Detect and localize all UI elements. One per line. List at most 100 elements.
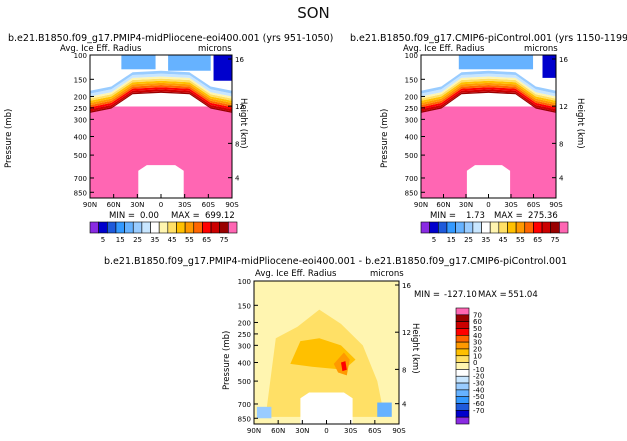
p1-y-tick-label: 200 bbox=[74, 93, 87, 101]
p1-band-9 bbox=[90, 70, 232, 94]
p3-blue-patch-right bbox=[377, 402, 392, 417]
panel-2-min-value: 1.73 bbox=[466, 211, 485, 221]
p2-y-tick-label: 400 bbox=[405, 134, 418, 142]
p1-top-left-blank bbox=[90, 55, 122, 80]
p1-colorbar-cell bbox=[89, 221, 99, 234]
panel-3-max-value: 551.04 bbox=[508, 290, 538, 300]
p1-colorbar-cell bbox=[124, 221, 134, 234]
p2-band-4 bbox=[421, 82, 556, 106]
panel-1-max-value: 699.12 bbox=[205, 211, 235, 221]
p1-right-tick-label: 4 bbox=[235, 175, 240, 183]
p3-colorbar-cell bbox=[455, 389, 470, 398]
p3-colorbar-label: -40 bbox=[473, 386, 484, 394]
p2-y-tick-label: 500 bbox=[405, 152, 418, 160]
p2-band-3 bbox=[421, 85, 556, 108]
p2-band-2 bbox=[421, 87, 556, 110]
p3-colorbar-cell bbox=[455, 355, 470, 363]
p3-colorbar-cell bbox=[455, 396, 470, 404]
p3-red-core bbox=[341, 361, 347, 372]
p3-y-tick-label: 200 bbox=[238, 319, 251, 327]
p1-colorbar-cell bbox=[150, 221, 160, 234]
p1-colorbar-cell bbox=[184, 221, 195, 234]
p2-colorbar-cell bbox=[507, 221, 517, 234]
p1-colorbar-label: 75 bbox=[220, 236, 229, 244]
p1-colorbar-label: 45 bbox=[168, 236, 177, 244]
p3-colorbar-cell bbox=[455, 314, 470, 322]
p1-y-tick-label: 400 bbox=[74, 134, 87, 142]
p1-colorbar-cell bbox=[141, 221, 151, 234]
p1-y-tick-label: 850 bbox=[74, 189, 87, 197]
p2-colorbar-cell bbox=[559, 221, 569, 234]
p3-colorbar-cell bbox=[455, 341, 470, 350]
p3-colorbar-label: -30 bbox=[473, 380, 484, 388]
p2-x-tick-label: 0 bbox=[486, 201, 490, 209]
p1-band-1 bbox=[90, 89, 232, 112]
p2-upper-dark-blue bbox=[542, 55, 556, 78]
p1-colorbar-cell bbox=[167, 221, 177, 234]
p3-blue-patch-left bbox=[256, 406, 272, 419]
p3-colorbar-label: 50 bbox=[473, 325, 482, 333]
p3-colorbar-label: -60 bbox=[473, 400, 484, 408]
p3-colorbar-label: 70 bbox=[473, 311, 482, 319]
p2-colorbar-cell bbox=[498, 221, 508, 234]
panel-3-min-value: -127.10 bbox=[444, 290, 477, 300]
p2-colorbar-cell bbox=[533, 221, 543, 234]
p3-y-tick-label: 500 bbox=[238, 378, 251, 386]
p1-band-6 bbox=[90, 78, 232, 101]
p1-colorbar-label: 15 bbox=[116, 236, 125, 244]
p2-band-5 bbox=[421, 80, 556, 103]
p1-x-tick-label: 90N bbox=[83, 201, 97, 209]
p2-colorbar-cell bbox=[429, 221, 439, 234]
p1-topography-mask bbox=[138, 165, 184, 198]
p1-colorbar-cell bbox=[219, 221, 229, 234]
p2-colorbar-cell bbox=[515, 221, 526, 234]
p2-y-tick-label: 700 bbox=[405, 175, 418, 183]
p1-colorbar-label: 55 bbox=[185, 236, 194, 244]
p3-colorbar-label: 20 bbox=[473, 345, 482, 353]
p1-upper-dark-blue bbox=[213, 55, 232, 81]
p2-y-tick-label: 300 bbox=[405, 116, 418, 124]
p3-x-tick-label: 60N bbox=[271, 427, 285, 435]
p2-y-tick-label: 250 bbox=[405, 105, 418, 113]
p2-band-6 bbox=[421, 78, 556, 101]
p1-x-tick-label: 90S bbox=[225, 201, 239, 209]
p3-colorbar-label: -50 bbox=[473, 393, 484, 401]
p2-band-9 bbox=[421, 70, 556, 94]
panel-2-max-label: MAX = bbox=[494, 211, 523, 221]
p1-y-tick-label: 700 bbox=[74, 175, 87, 183]
panel-1-units-label: microns bbox=[198, 44, 232, 54]
p1-band-5 bbox=[90, 80, 232, 103]
panel-1-title: b.e21.B1850.f09_g17.PMIP4-midPliocene-eo… bbox=[8, 33, 334, 44]
p1-colorbar-cell bbox=[115, 221, 125, 234]
p2-x-tick-label: 30S bbox=[504, 201, 518, 209]
p2-colorbar-cell bbox=[524, 221, 534, 234]
p2-right-tick-label: 4 bbox=[559, 175, 564, 183]
p1-band-4 bbox=[90, 82, 232, 106]
p3-colorbar-cell bbox=[455, 334, 470, 343]
p2-colorbar-cell bbox=[541, 221, 552, 234]
p1-y-tick-label: 300 bbox=[74, 116, 87, 124]
p3-y-tick-label: 150 bbox=[238, 302, 251, 310]
panel-1-max-label: MAX = bbox=[171, 211, 200, 221]
p3-colorbar-label: 0 bbox=[473, 359, 477, 367]
p3-colorbar-cell bbox=[455, 410, 470, 418]
p3-y-tick-label: 300 bbox=[238, 342, 251, 350]
p1-band-8 bbox=[90, 73, 232, 97]
p3-colorbar-label: -20 bbox=[473, 373, 484, 381]
p2-colorbar-cell bbox=[437, 221, 448, 234]
p1-y-tick-label: 150 bbox=[74, 76, 87, 84]
p1-x-tick-label: 30N bbox=[130, 201, 144, 209]
p3-colorbar-label: 60 bbox=[473, 318, 482, 326]
p3-right-tick-label: 4 bbox=[402, 401, 407, 409]
p3-right-tick-label: 12 bbox=[402, 329, 411, 337]
p3-x-tick-label: 90S bbox=[392, 427, 406, 435]
p2-colorbar-cell bbox=[472, 221, 482, 234]
p3-right-tick-label: 16 bbox=[402, 282, 411, 290]
p2-x-tick-label: 90S bbox=[549, 201, 563, 209]
panel-3-variable-label: Avg. Ice Eff. Radius bbox=[255, 269, 337, 279]
p1-colorbar-label: 5 bbox=[101, 236, 105, 244]
p1-y-tick-label: 100 bbox=[74, 52, 87, 60]
p3-x-tick-label: 0 bbox=[324, 427, 328, 435]
panel-3-max-label: MAX = bbox=[478, 290, 507, 300]
